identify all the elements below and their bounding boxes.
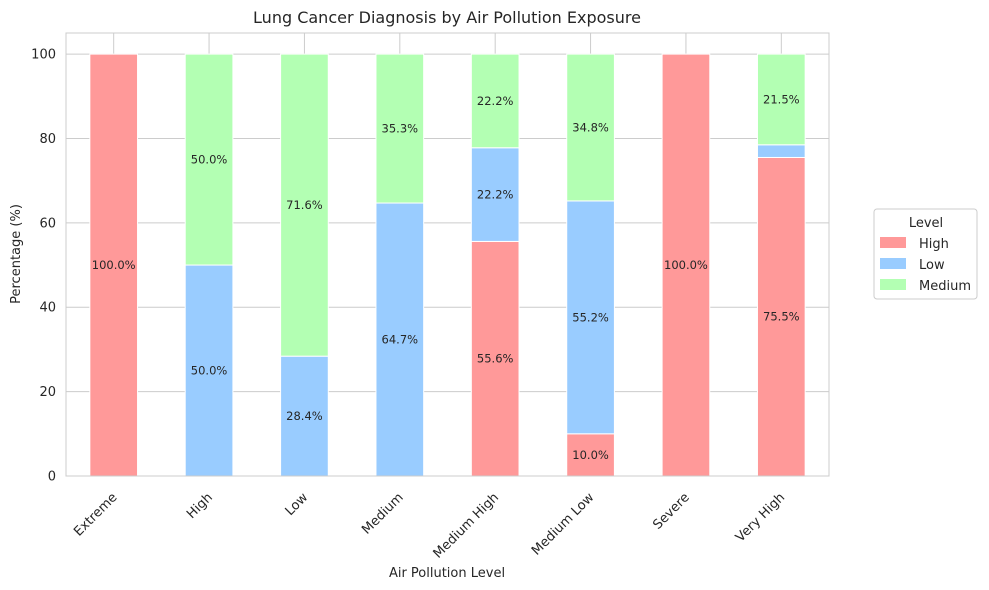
legend-label-high: High xyxy=(919,237,949,252)
x-tick-label: Medium High xyxy=(431,490,502,561)
bar-segment-high xyxy=(566,433,615,477)
y-tick-label: 40 xyxy=(39,301,56,316)
legend-swatch-high xyxy=(880,237,906,248)
bar-segment-medium xyxy=(566,53,615,202)
grid-lines xyxy=(66,33,829,477)
bar-segment-low xyxy=(375,202,425,477)
data-label: 22.2% xyxy=(477,94,514,108)
y-tick-label: 20 xyxy=(39,385,56,400)
data-label: 50.0% xyxy=(191,364,228,378)
legend-swatch-medium xyxy=(880,279,906,290)
bars xyxy=(89,53,806,477)
data-label: 100.0% xyxy=(92,258,136,272)
bar-segment-low xyxy=(184,264,234,477)
bar-segment-low xyxy=(470,147,520,242)
y-tick-label: 0 xyxy=(48,470,56,485)
bar-segment-high xyxy=(470,240,520,477)
data-label: 75.5% xyxy=(763,310,800,324)
data-label: 100.0% xyxy=(664,258,708,272)
legend-label-low: Low xyxy=(919,258,945,273)
bar-segment-low xyxy=(280,355,329,477)
bar-segment-high xyxy=(756,156,806,477)
bar-segment-medium xyxy=(184,53,234,266)
legend-label-medium: Medium xyxy=(919,279,971,294)
chart-title: Lung Cancer Diagnosis by Air Pollution E… xyxy=(253,8,641,27)
x-tick-label: Extreme xyxy=(71,490,120,539)
bar-segment-medium xyxy=(375,53,425,204)
legend-swatch-low xyxy=(880,258,906,269)
bar-segment-medium xyxy=(280,53,329,357)
data-label: 50.0% xyxy=(191,153,228,167)
y-tick-label: 80 xyxy=(39,132,56,147)
data-labels: 100.0% 50.0% 50.0% 28.4% 71.6% 64.7% 35.3% 55.6… xyxy=(92,92,800,461)
data-label: 64.7% xyxy=(382,333,419,347)
x-tick-label: Severe xyxy=(650,490,692,532)
data-label: 34.8% xyxy=(572,121,609,135)
data-label: 22.2% xyxy=(477,188,514,202)
x-tick-label: Medium Low xyxy=(529,490,598,559)
x-tick-label: High xyxy=(184,490,216,522)
data-label: 35.3% xyxy=(382,122,419,136)
bar-segment-low xyxy=(566,200,615,435)
bar-segment-medium xyxy=(470,53,520,149)
x-tick-label: Low xyxy=(283,490,312,519)
data-label: 21.5% xyxy=(763,92,800,106)
data-label: 28.4% xyxy=(286,409,323,423)
bar-segment-medium xyxy=(756,53,806,146)
data-label: 71.6% xyxy=(286,198,323,212)
legend: Level High Low Medium xyxy=(873,208,978,300)
x-tick-label: Very High xyxy=(733,490,788,545)
data-label: 55.2% xyxy=(572,310,609,324)
bar-segment-high xyxy=(89,53,139,477)
y-tick-label: 60 xyxy=(39,216,56,231)
legend-frame xyxy=(873,208,978,300)
plot-frame xyxy=(65,32,830,477)
x-axis-label: Air Pollution Level xyxy=(389,566,505,581)
legend-items: High Low Medium xyxy=(880,237,971,294)
bar-segment-low xyxy=(756,144,806,158)
y-axis-label: Percentage (%) xyxy=(9,204,24,304)
data-label: 10.0% xyxy=(572,448,609,462)
data-label: 55.6% xyxy=(477,352,514,366)
x-tick-label: Medium xyxy=(359,490,406,537)
y-tick-label: 100 xyxy=(31,48,56,63)
legend-title: Level xyxy=(909,216,943,231)
